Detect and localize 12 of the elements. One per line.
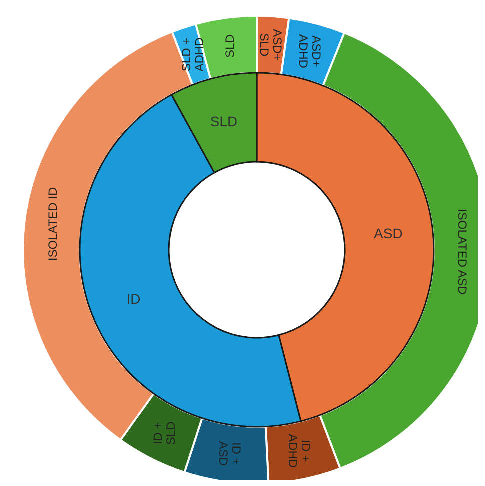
slice-label: SLD + ADHD xyxy=(179,37,206,72)
slice-label: SLD xyxy=(210,114,238,130)
slice-label: ISOLATED ID xyxy=(46,187,60,262)
slice-label: ID xyxy=(126,290,141,307)
slice-label: ASD+ ADHD xyxy=(296,34,324,69)
slice-label: ID + SLD xyxy=(150,421,178,446)
slice-label: ASD xyxy=(374,225,403,242)
slice-label: ASD+ SLD xyxy=(258,29,285,61)
slice-label: ID + ADHD xyxy=(286,434,313,468)
slice-label: ID + ASD xyxy=(216,441,244,466)
slice-label: SLD xyxy=(222,34,237,58)
slice-label: ISOLATED ASD xyxy=(455,209,470,296)
